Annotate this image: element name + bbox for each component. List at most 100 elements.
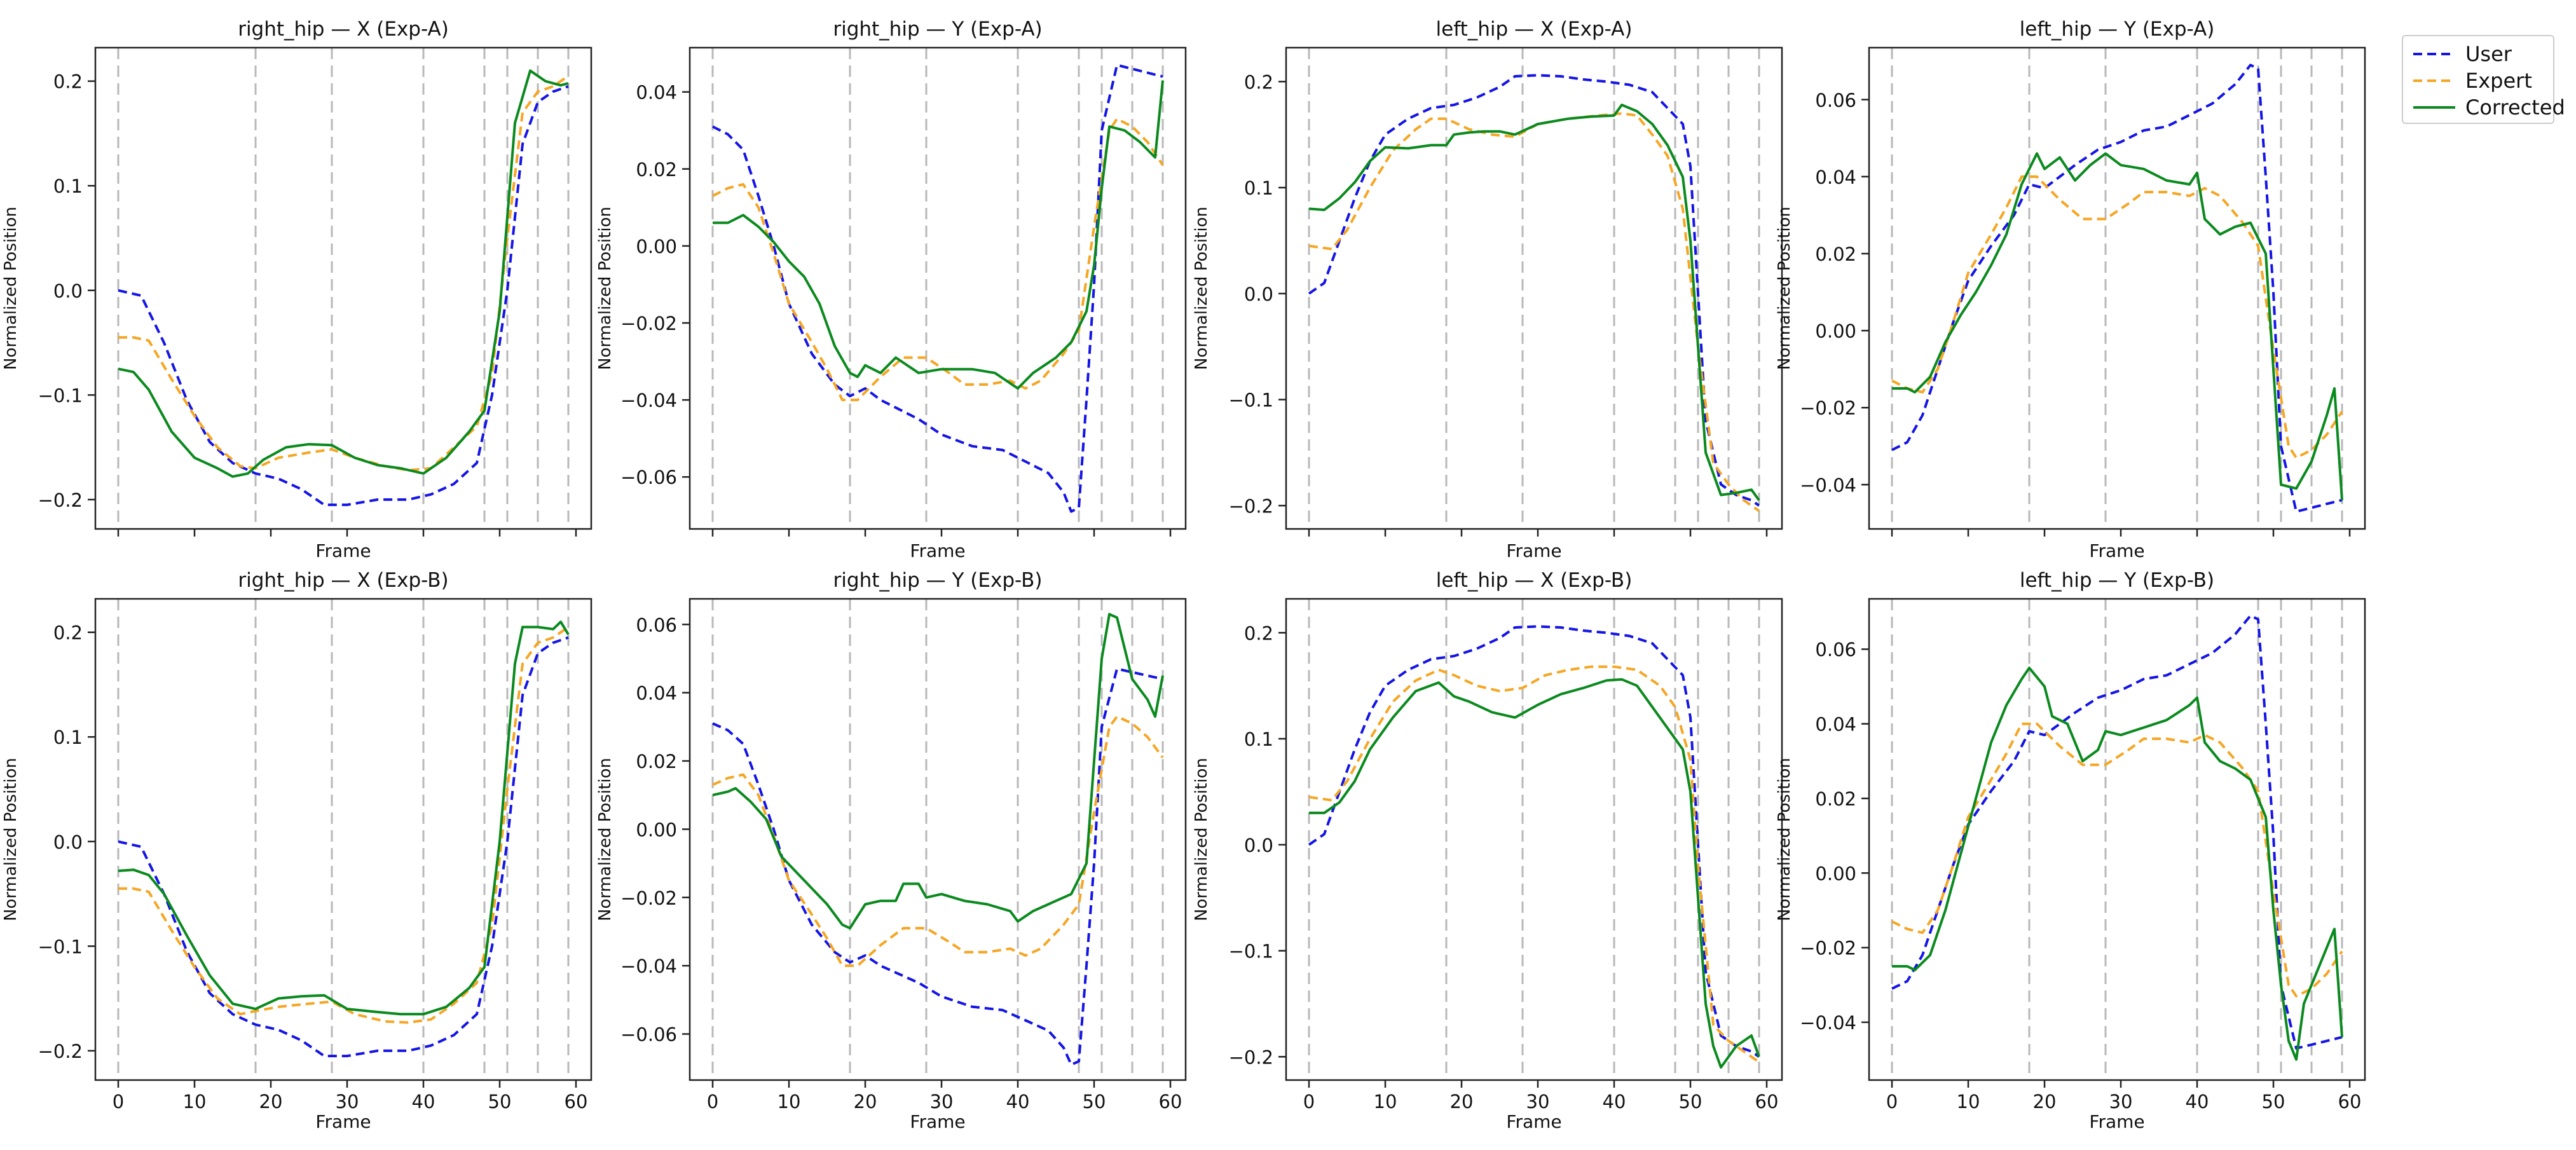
subplot-title: right_hip — X (Exp-B) bbox=[238, 569, 448, 592]
x-tick-label: 0 bbox=[707, 1091, 718, 1112]
x-tick-label: 40 bbox=[412, 1091, 435, 1112]
series-user-line bbox=[118, 85, 569, 507]
y-tick-label: −0.1 bbox=[1229, 390, 1273, 411]
x-tick-label: 50 bbox=[2262, 1091, 2285, 1112]
subplot-3: −0.2 −0.1 0.0 0.1 0.2 left_hip — X (Exp-A) Fra… bbox=[1192, 18, 1783, 561]
x-axis-label: Frame bbox=[2089, 540, 2144, 561]
y-axis-label: Normalized Position bbox=[1775, 207, 1794, 370]
subplot-1: −0.2 −0.1 0.0 0.1 0.2 right_hip — X (Exp-A) Fr… bbox=[1, 18, 593, 561]
y-tick-label: −0.2 bbox=[1229, 1046, 1273, 1068]
y-tick-label: 0.04 bbox=[636, 82, 677, 104]
series-expert-line bbox=[1891, 175, 2343, 459]
x-tick-label: 10 bbox=[1374, 1091, 1397, 1112]
x-tick-label: 10 bbox=[778, 1091, 801, 1112]
legend-label-user: User bbox=[2465, 42, 2512, 66]
axes-frame bbox=[1285, 598, 1783, 1081]
legend-swatch-expert bbox=[2413, 79, 2455, 82]
y-tick-label: 0.1 bbox=[53, 175, 83, 197]
x-tick-label: 30 bbox=[1526, 1091, 1550, 1112]
x-tick-label: 20 bbox=[259, 1091, 283, 1112]
x-tick-label: 60 bbox=[1755, 1091, 1779, 1112]
subplot-2: −0.06 −0.04 −0.02 0.00 0.02 0.04 right_hip — Y… bbox=[596, 18, 1187, 561]
y-tick-label: 0.00 bbox=[1815, 320, 1856, 342]
axes-frame bbox=[1868, 598, 2366, 1081]
axes-frame bbox=[1285, 46, 1783, 530]
subplot-title: left_hip — X (Exp-A) bbox=[1436, 18, 1633, 41]
x-tick-label: 0 bbox=[113, 1091, 124, 1112]
subplot-title: left_hip — Y (Exp-B) bbox=[2020, 569, 2214, 592]
y-tick-label: 0.1 bbox=[1244, 177, 1273, 199]
y-axis-label: Normalized Position bbox=[1, 207, 20, 370]
x-axis-label: Frame bbox=[315, 540, 371, 561]
y-tick-label: 0.0 bbox=[53, 280, 83, 302]
x-axis-label: Frame bbox=[2089, 1111, 2144, 1132]
y-tick-label: 0.06 bbox=[1815, 639, 1856, 661]
series-corrected-line bbox=[1892, 666, 2343, 1061]
y-tick-label: −0.02 bbox=[1800, 397, 1856, 419]
y-tick-label: −0.1 bbox=[38, 385, 83, 406]
y-axis-label: Normalized Position bbox=[1, 758, 20, 921]
x-tick-label: 30 bbox=[336, 1091, 359, 1112]
legend-swatch-corrected bbox=[2413, 106, 2455, 109]
series-expert-line bbox=[1308, 112, 1760, 512]
series-corrected-line bbox=[118, 620, 570, 1016]
y-tick-label: 0.04 bbox=[636, 683, 677, 704]
y-tick-label: −0.06 bbox=[620, 467, 677, 488]
y-tick-label: 0.02 bbox=[636, 751, 677, 772]
y-tick-label: 0.00 bbox=[636, 236, 677, 257]
y-tick-label: 0.0 bbox=[1244, 835, 1273, 856]
y-tick-label: 0.00 bbox=[636, 819, 677, 840]
series-user-line bbox=[1891, 614, 2343, 1050]
y-tick-label: −0.06 bbox=[620, 1024, 677, 1046]
axes-frame bbox=[689, 598, 1187, 1081]
series-corrected-line bbox=[1308, 104, 1760, 502]
legend-item-user: User bbox=[2412, 41, 2512, 67]
x-tick-label: 50 bbox=[1679, 1091, 1702, 1112]
x-tick-label: 0 bbox=[1303, 1091, 1315, 1112]
series-user-line bbox=[712, 667, 1163, 1066]
y-tick-label: 0.02 bbox=[1815, 788, 1856, 810]
y-axis-label: Normalized Position bbox=[1192, 207, 1211, 370]
series-user-line bbox=[712, 64, 1163, 513]
x-tick-label: 20 bbox=[1450, 1091, 1474, 1112]
series-expert-line bbox=[118, 74, 570, 472]
x-tick-label: 40 bbox=[1006, 1091, 1030, 1112]
y-tick-label: 0.0 bbox=[1244, 284, 1273, 305]
x-tick-label: 10 bbox=[183, 1091, 207, 1112]
x-tick-label: 50 bbox=[1083, 1091, 1106, 1112]
legend-swatch-user bbox=[2413, 53, 2455, 55]
series-corrected-line bbox=[1892, 152, 2343, 500]
x-axis-label: Frame bbox=[910, 540, 965, 561]
y-tick-label: 0.1 bbox=[1244, 729, 1273, 750]
y-tick-label: −0.04 bbox=[1800, 1012, 1856, 1034]
y-tick-label: −0.04 bbox=[620, 955, 677, 977]
axes-frame bbox=[94, 46, 593, 530]
y-tick-label: 0.00 bbox=[1815, 863, 1856, 884]
y-tick-label: −0.1 bbox=[1229, 941, 1273, 962]
series-user-line bbox=[1308, 625, 1760, 1058]
y-tick-label: −0.2 bbox=[38, 489, 83, 511]
axes-frame bbox=[1868, 46, 2366, 530]
x-tick-label: 20 bbox=[854, 1091, 877, 1112]
series-expert-line bbox=[118, 626, 570, 1024]
y-tick-label: 0.2 bbox=[1244, 622, 1273, 644]
y-tick-label: 0.2 bbox=[1244, 71, 1273, 93]
x-axis-label: Frame bbox=[315, 1111, 371, 1132]
x-tick-label: 40 bbox=[1603, 1091, 1626, 1112]
x-tick-label: 40 bbox=[2186, 1091, 2209, 1112]
subplot-6: −0.06 −0.04 −0.02 0.00 0.02 0.04 0.06 0 10 20 30 40… bbox=[596, 569, 1187, 1132]
y-axis-label: Normalized Position bbox=[596, 758, 615, 921]
subplot-7: −0.2 −0.1 0.0 0.1 0.2 0 10 20 30 40 50 60 left_hip —… bbox=[1192, 569, 1783, 1132]
x-axis-label: Frame bbox=[1506, 1111, 1561, 1132]
series-user-line bbox=[1891, 64, 2343, 513]
subplot-title: right_hip — Y (Exp-A) bbox=[833, 18, 1042, 41]
x-tick-label: 60 bbox=[2338, 1091, 2362, 1112]
y-axis-label: Normalized Position bbox=[1775, 758, 1794, 921]
subplot-5: −0.2 −0.1 0.0 0.1 0.2 0 10 20 30 40 50 60 right_hip … bbox=[1, 569, 593, 1132]
legend-item-corrected: Corrected bbox=[2412, 95, 2565, 120]
x-tick-label: 0 bbox=[1886, 1091, 1898, 1112]
y-tick-label: 0.06 bbox=[1815, 90, 1856, 111]
series-corrected-line bbox=[118, 69, 569, 478]
series-corrected-line bbox=[712, 613, 1164, 930]
